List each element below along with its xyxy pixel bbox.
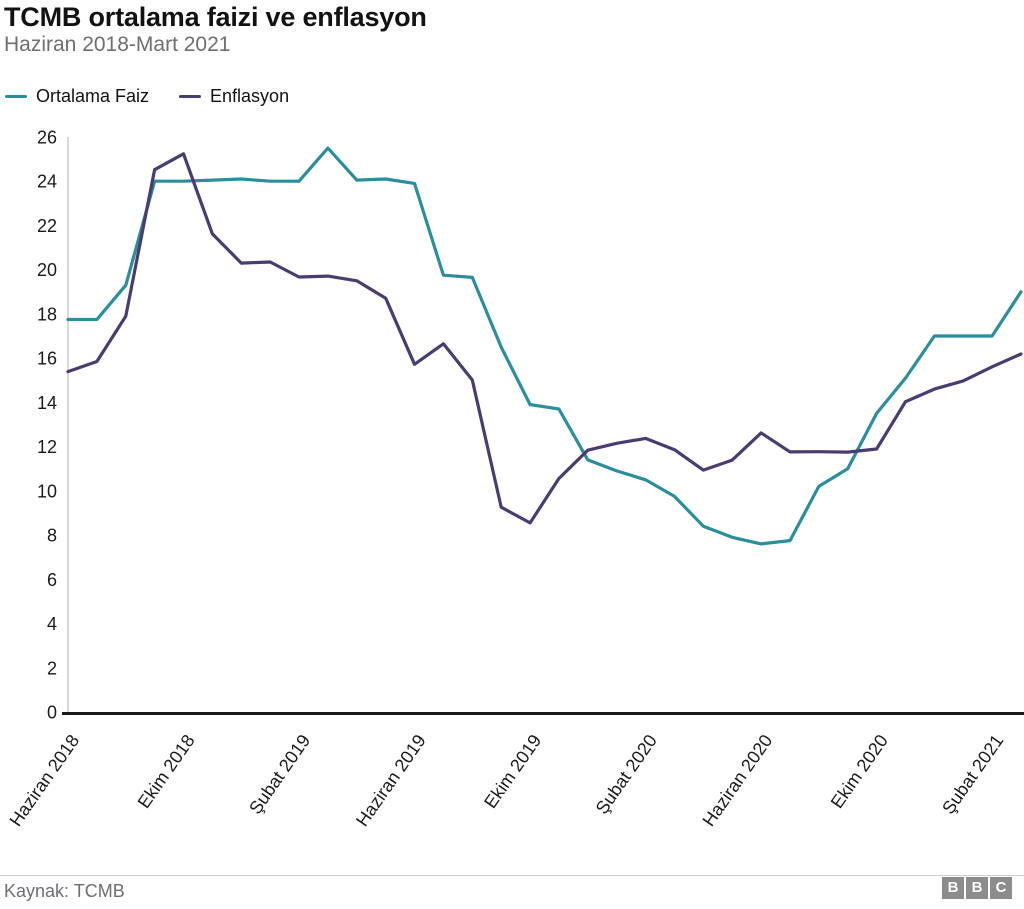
footer-divider [0,875,1024,876]
svg-text:Şubat 2021: Şubat 2021 [938,731,1007,818]
svg-text:16: 16 [37,349,57,369]
svg-text:Ekim 2019: Ekim 2019 [480,731,545,812]
svg-text:Haziran 2019: Haziran 2019 [352,731,430,830]
page-title: TCMB ortalama faizi ve enflasyon [4,2,427,32]
svg-text:8: 8 [47,526,57,546]
bbc-logo-letter: B [966,877,988,899]
svg-text:Ekim 2020: Ekim 2020 [827,731,892,812]
legend-swatch-ortalama-faiz-icon [5,94,27,99]
svg-text:Şubat 2020: Şubat 2020 [592,731,661,818]
svg-text:Şubat 2019: Şubat 2019 [245,731,314,818]
svg-text:20: 20 [37,260,57,280]
svg-text:6: 6 [47,570,57,590]
svg-text:2: 2 [47,658,57,678]
page-subtitle: Haziran 2018-Mart 2021 [4,33,231,56]
legend-item-enflasyon: Enflasyon [179,86,289,107]
svg-text:22: 22 [37,216,57,236]
legend-label-enflasyon: Enflasyon [210,86,290,106]
svg-text:14: 14 [37,393,57,413]
svg-text:0: 0 [47,703,57,723]
legend-label-ortalama-faiz: Ortalama Faiz [36,86,150,106]
bbc-logo-letter: C [990,877,1012,899]
svg-text:Haziran 2020: Haziran 2020 [699,731,777,830]
legend-item-ortalama-faiz: Ortalama Faiz [5,86,149,107]
svg-text:18: 18 [37,304,57,324]
bbc-logo: B B C [942,877,1012,899]
svg-text:12: 12 [37,437,57,457]
source-text: Kaynak: TCMB [4,881,125,901]
svg-text:26: 26 [37,128,57,148]
legend-swatch-enflasyon-icon [179,94,202,99]
svg-text:10: 10 [37,481,57,501]
svg-text:Ekim 2018: Ekim 2018 [134,731,199,812]
legend: Ortalama Faiz Enflasyon [5,86,289,107]
bbc-logo-letter: B [942,877,964,899]
svg-text:4: 4 [47,614,57,634]
svg-text:24: 24 [37,172,57,192]
svg-text:Haziran 2018: Haziran 2018 [5,731,83,830]
